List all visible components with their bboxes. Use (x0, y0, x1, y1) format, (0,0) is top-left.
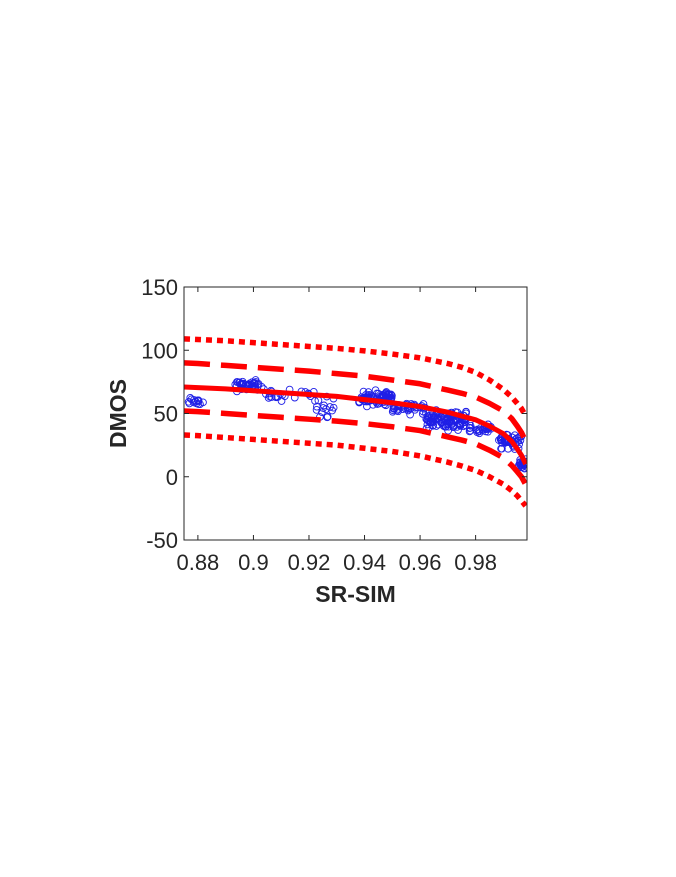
data-point (426, 418, 435, 427)
data-point (434, 420, 442, 429)
data-point (437, 418, 446, 427)
data-point (323, 413, 332, 422)
data-point (466, 426, 475, 435)
data-point (517, 461, 525, 469)
data-point (252, 378, 260, 386)
data-point (277, 397, 286, 405)
data-point (312, 406, 321, 414)
data-point (311, 397, 319, 405)
data-point (320, 401, 328, 410)
data-point (373, 389, 381, 398)
y-axis-ticks: -50 0 50 100 150 (141, 275, 527, 553)
data-point (466, 421, 475, 430)
data-point (363, 402, 371, 411)
data-point (498, 444, 506, 453)
x-tick-label: 0.94 (343, 550, 386, 575)
data-point (322, 405, 330, 413)
y-tick-label: 0 (166, 465, 178, 490)
data-point (513, 434, 522, 442)
x-axis-ticks: 0.88 0.9 0.92 0.94 0.96 0.98 (176, 287, 497, 575)
prediction-line-dotted (184, 336, 527, 418)
x-tick-label: 0.92 (288, 550, 331, 575)
y-tick-label: -50 (146, 528, 178, 553)
fit-lines (184, 336, 527, 508)
data-point (406, 410, 414, 419)
y-axis-title: DMOS (105, 379, 131, 448)
y-tick-label: 50 (154, 402, 178, 427)
data-point (454, 426, 462, 434)
x-tick-label: 0.96 (399, 550, 442, 575)
fit-line-solid (184, 384, 527, 466)
data-point (384, 390, 393, 398)
data-point (456, 422, 465, 430)
x-tick-label: 0.9 (238, 550, 269, 575)
y-tick-label: 150 (141, 275, 178, 300)
data-point (250, 379, 259, 388)
data-point (323, 412, 332, 421)
confidence-line-dashed (184, 408, 527, 486)
data-point (465, 427, 474, 436)
y-tick-label: 100 (141, 338, 178, 363)
confidence-line-dashed (184, 360, 527, 443)
x-axis-title: SR-SIM (315, 581, 396, 607)
x-tick-label: 0.98 (454, 550, 497, 575)
data-point (497, 436, 505, 445)
prediction-line-dotted (184, 432, 527, 508)
data-point (387, 390, 395, 399)
data-point (194, 400, 203, 408)
data-point (475, 429, 484, 438)
data-point (235, 378, 244, 387)
x-tick-label: 0.88 (176, 550, 219, 575)
